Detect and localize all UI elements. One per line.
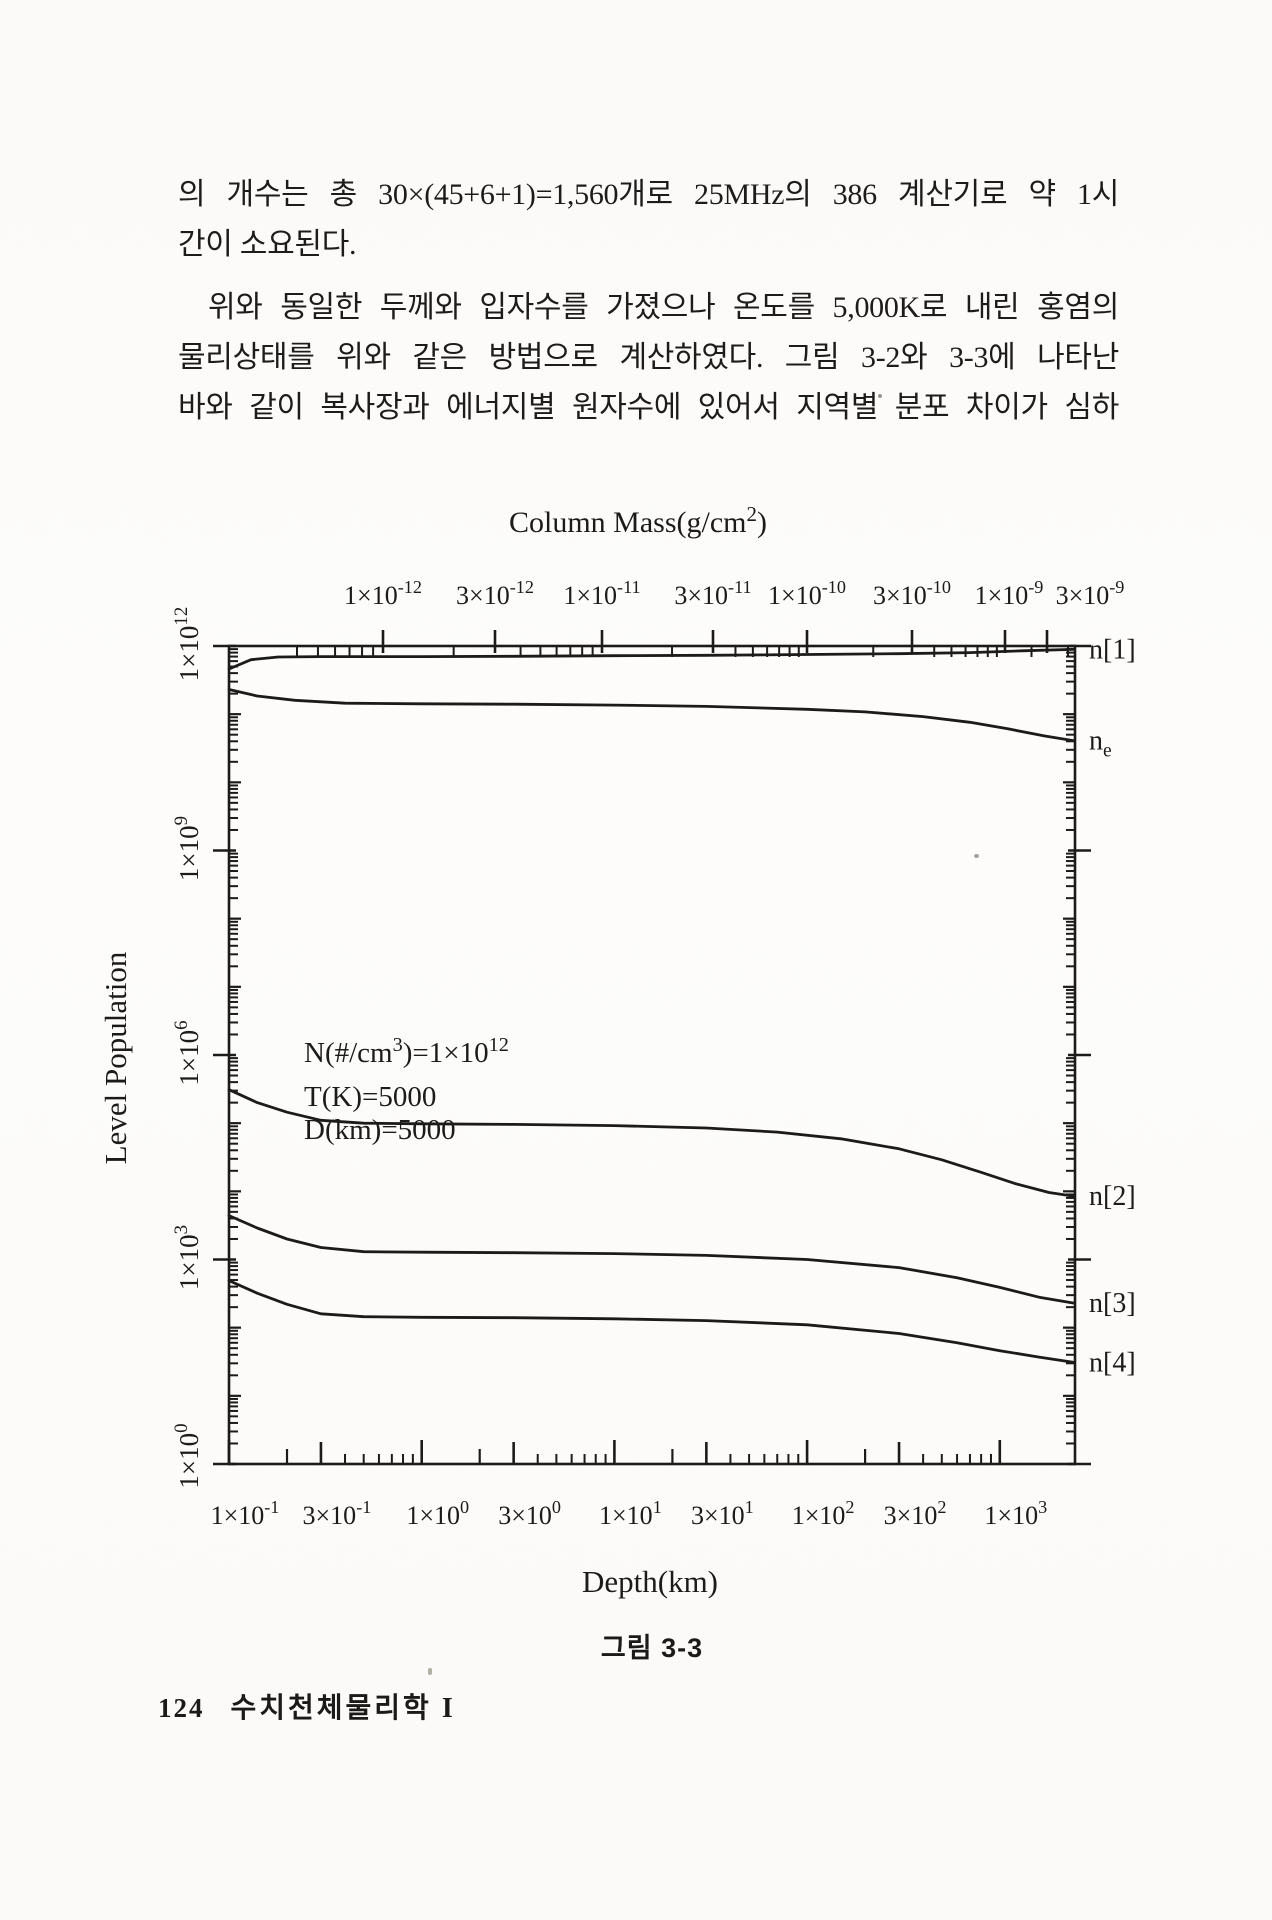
paragraph-line: 간이 소요된다. bbox=[178, 228, 357, 261]
scan-speck bbox=[428, 1668, 432, 1675]
series-curve-n[2] bbox=[227, 1088, 1075, 1198]
y-axis-tick-label: 1×106 bbox=[171, 1020, 204, 1085]
y-axis-title: Level Population bbox=[98, 951, 133, 1164]
paragraph-line: 의 개수는 총 30×(45+6+1)=1,560개로 25MHz의 386 계… bbox=[178, 178, 1119, 211]
series-curve-n[4] bbox=[227, 1279, 1075, 1364]
scan-speck bbox=[878, 394, 882, 398]
top-axis-tick-label: 3×10-12 bbox=[456, 577, 534, 610]
scan-speck bbox=[974, 854, 979, 858]
top-axis-tick-labels: 1×10-12 3×10-12 1×10-11 3×10-11 1×10-10 3×10-… bbox=[344, 577, 1124, 610]
series-label: ne bbox=[1089, 726, 1112, 762]
bottom-axis-ticks bbox=[227, 1440, 1002, 1464]
y-axis-tick-label: 1×1012 bbox=[171, 607, 204, 682]
y-axis-title: Level Population bbox=[98, 951, 133, 1164]
figure-caption: 그림 3-3 bbox=[600, 1633, 704, 1663]
x-axis-tick-label: 1×101 bbox=[599, 1497, 662, 1530]
x-axis-tick-label: 1×103 bbox=[984, 1497, 1047, 1530]
x-axis-tick-label: 1×102 bbox=[792, 1497, 855, 1530]
series-curve-nₑ bbox=[227, 688, 1075, 742]
series-labels: n[1] ne n[2] n[3] n[4] bbox=[1089, 634, 1136, 1378]
series-curves bbox=[227, 648, 1075, 1364]
top-axis-tick-label: 1×10-12 bbox=[344, 577, 422, 610]
series-label: n[3] bbox=[1089, 1288, 1136, 1319]
top-axis-tick-label: 1×10-10 bbox=[768, 577, 846, 610]
x-axis-title: Depth(km) bbox=[582, 1564, 718, 1599]
page-footer: 124 수치천체물리학 I bbox=[158, 1686, 456, 1726]
series-curve-n[3] bbox=[227, 1214, 1075, 1305]
top-axis-tick-label: 1×10-9 bbox=[975, 577, 1044, 610]
x-axis-tick-label: 3×102 bbox=[884, 1497, 947, 1530]
series-label: n[1] bbox=[1089, 634, 1136, 665]
paragraph: 의 개수는 총 30×(45+6+1)=1,560개로 25MHz의 386 계… bbox=[178, 170, 1119, 433]
paragraph-line: 위와 동일한 두께와 입자수를 가졌으나 온도를 5,000K로 내린 홍염의 bbox=[208, 291, 1119, 324]
annotation-line: D(km)=5000 bbox=[304, 1114, 456, 1146]
footer-book-title: 수치천체물리학 I bbox=[230, 1693, 456, 1724]
y-axis-tick-label: 1×103 bbox=[171, 1225, 204, 1290]
y-axis-tick-labels: 1×1012 1×109 1×106 1×103 1×100 bbox=[171, 607, 204, 1489]
top-axis-tick-label: 3×10-10 bbox=[873, 577, 951, 610]
top-axis-tick-label: 3×10-9 bbox=[1056, 577, 1125, 610]
x-axis-tick-label: 1×10-1 bbox=[211, 1497, 280, 1530]
x-axis-tick-labels: 1×10-1 3×10-1 1×100 3×100 1×101 3×101 1×102 3×1… bbox=[211, 1497, 1048, 1530]
x-axis-tick-label: 3×10-1 bbox=[303, 1497, 372, 1530]
top-axis-title: Column Mass(g/cm2) bbox=[509, 502, 767, 539]
series-curve-n[1] bbox=[227, 648, 1075, 671]
top-axis-tick-label: 1×10-11 bbox=[563, 577, 640, 610]
x-axis-tick-label: 1×100 bbox=[406, 1497, 469, 1530]
series-label: n[4] bbox=[1089, 1347, 1136, 1378]
annotation-line: N(#/cm3)=1×1012 bbox=[304, 1034, 509, 1069]
top-axis-title: Column Mass(g/cm2) bbox=[509, 502, 767, 539]
footer-page-number: 124 bbox=[158, 1693, 205, 1723]
y-axis-tick-label: 1×100 bbox=[171, 1423, 204, 1488]
top-axis-tick-label: 3×10-11 bbox=[674, 577, 751, 610]
x-axis-tick-label: 3×100 bbox=[498, 1497, 561, 1530]
paragraph-line: 물리상태를 위와 같은 방법으로 계산하였다. 그림 3-2와 3-3에 나타난 bbox=[178, 341, 1119, 374]
annotation-line: T(K)=5000 bbox=[304, 1081, 436, 1113]
y-axis-tick-label: 1×109 bbox=[171, 816, 204, 881]
x-axis-title: Depth(km) bbox=[582, 1564, 718, 1599]
x-axis-tick-label: 3×101 bbox=[691, 1497, 754, 1530]
paragraph-line: 바와 같이 복사장과 에너지별 원자수에 있어서 지역별 분포 차이가 심하 bbox=[178, 391, 1119, 424]
series-label: n[2] bbox=[1089, 1181, 1136, 1212]
